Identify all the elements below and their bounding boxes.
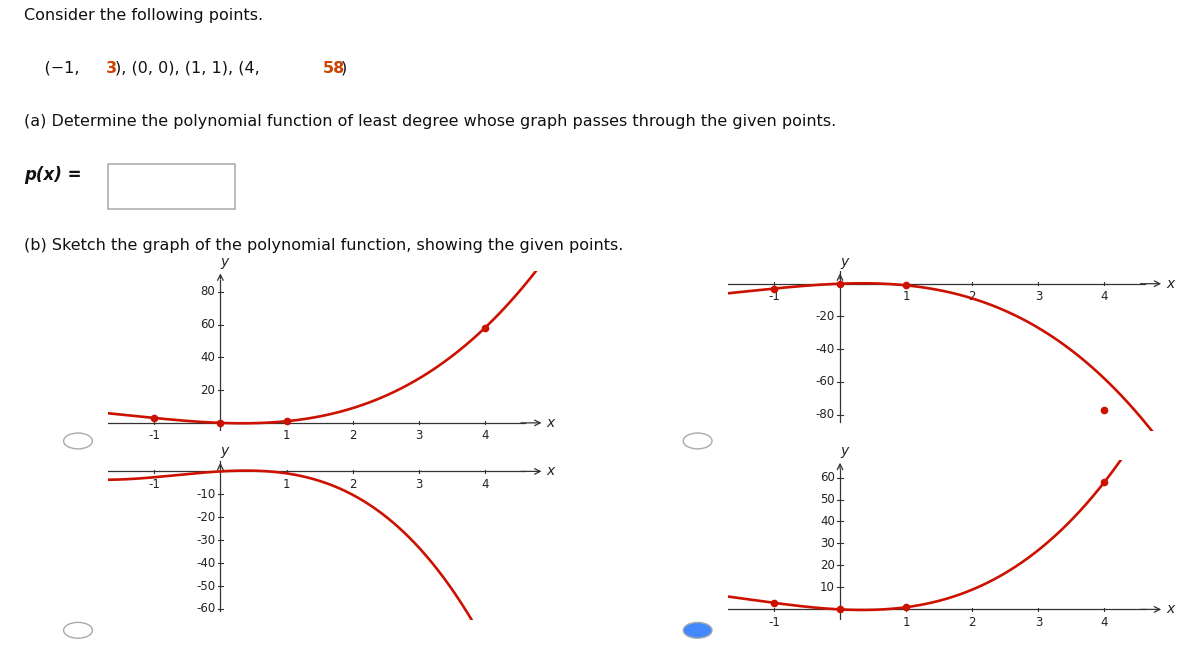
Text: 60: 60 <box>820 471 835 484</box>
Text: 3: 3 <box>415 478 422 491</box>
FancyBboxPatch shape <box>108 164 235 209</box>
Text: 50: 50 <box>820 493 835 506</box>
Text: 20: 20 <box>820 559 835 572</box>
Text: -60: -60 <box>196 603 215 615</box>
Text: 3: 3 <box>415 429 422 442</box>
Text: -10: -10 <box>196 488 215 501</box>
Text: 3: 3 <box>1034 616 1042 629</box>
Text: 2: 2 <box>968 616 976 629</box>
Text: 3: 3 <box>106 61 116 76</box>
Text: ), (0, 0), (1, 1), (4,: ), (0, 0), (1, 1), (4, <box>115 61 265 76</box>
Text: (a) Determine the polynomial function of least degree whose graph passes through: (a) Determine the polynomial function of… <box>24 114 836 129</box>
Text: 1: 1 <box>283 478 290 491</box>
Text: x: x <box>1166 277 1175 290</box>
Text: 40: 40 <box>820 515 835 528</box>
Text: -1: -1 <box>768 290 780 303</box>
Text: -1: -1 <box>149 429 161 442</box>
Text: 4: 4 <box>1100 616 1109 629</box>
Text: 4: 4 <box>481 478 488 491</box>
Text: 1: 1 <box>902 616 910 629</box>
Text: 2: 2 <box>968 290 976 303</box>
Text: 1: 1 <box>902 290 910 303</box>
Text: Consider the following points.: Consider the following points. <box>24 8 264 23</box>
Text: y: y <box>221 255 229 269</box>
Text: 2: 2 <box>349 478 356 491</box>
Text: -1: -1 <box>149 478 161 491</box>
Text: -40: -40 <box>816 343 835 356</box>
Text: -1: -1 <box>768 616 780 629</box>
Text: 1: 1 <box>283 429 290 442</box>
Text: -80: -80 <box>816 408 835 421</box>
Text: y: y <box>221 444 229 458</box>
Text: y: y <box>840 255 848 269</box>
Text: p(x) =: p(x) = <box>24 166 82 184</box>
Text: 30: 30 <box>820 537 835 550</box>
Text: (−1,: (−1, <box>24 61 85 76</box>
Text: 4: 4 <box>1100 290 1109 303</box>
Text: -30: -30 <box>196 534 215 546</box>
Text: -40: -40 <box>196 556 215 570</box>
Text: -20: -20 <box>816 310 835 323</box>
Text: x: x <box>1166 603 1175 616</box>
Text: 80: 80 <box>200 285 215 298</box>
Text: 20: 20 <box>200 383 215 397</box>
Text: 60: 60 <box>200 318 215 331</box>
Text: 58: 58 <box>323 61 346 76</box>
Text: y: y <box>840 444 848 458</box>
Text: -60: -60 <box>816 376 835 389</box>
Text: 10: 10 <box>820 581 835 594</box>
Text: (b) Sketch the graph of the polynomial function, showing the given points.: (b) Sketch the graph of the polynomial f… <box>24 238 624 253</box>
Text: x: x <box>546 416 554 430</box>
Text: 3: 3 <box>1034 290 1042 303</box>
Text: -50: -50 <box>196 579 215 593</box>
Text: 4: 4 <box>481 429 488 442</box>
Text: 40: 40 <box>200 351 215 364</box>
Text: 2: 2 <box>349 429 356 442</box>
Text: ): ) <box>341 61 347 76</box>
Text: x: x <box>546 465 554 478</box>
Text: -20: -20 <box>196 511 215 524</box>
